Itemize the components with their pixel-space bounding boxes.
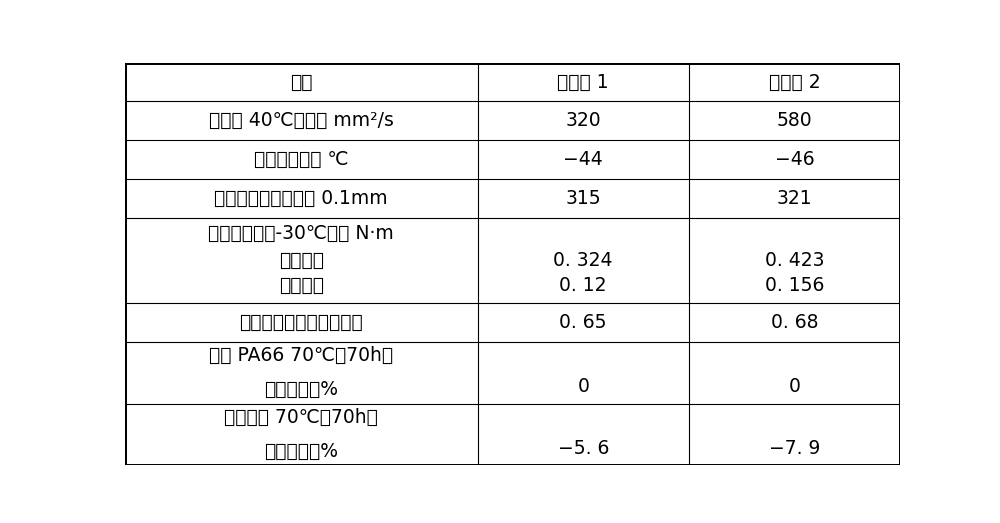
Text: 启动转矩: 启动转矩 (279, 251, 324, 270)
Text: 580: 580 (777, 111, 812, 130)
Text: 0. 324: 0. 324 (553, 251, 613, 270)
Text: 321: 321 (777, 189, 812, 208)
Text: 尼龙 PA66 70℃，70h，: 尼龙 PA66 70℃，70h， (209, 346, 393, 365)
Text: 运转转矩: 运转转矩 (279, 276, 324, 295)
Text: −44: −44 (563, 150, 603, 169)
Text: 体积变化率%: 体积变化率% (264, 442, 338, 461)
Text: 0. 12: 0. 12 (559, 276, 607, 295)
Text: 比较例 2: 比较例 2 (769, 73, 820, 92)
Text: 组分: 组分 (290, 73, 313, 92)
Text: 基础油凝点， ℃: 基础油凝点， ℃ (254, 150, 349, 169)
Text: 0: 0 (788, 377, 800, 396)
Text: −5. 6: −5. 6 (558, 439, 609, 458)
Text: 比较例 1: 比较例 1 (557, 73, 609, 92)
Text: 润滑脂转矩（-30℃）， N·m: 润滑脂转矩（-30℃）， N·m (208, 223, 394, 243)
Text: 0. 65: 0. 65 (559, 313, 607, 332)
Text: −7. 9: −7. 9 (769, 439, 820, 458)
Text: 0: 0 (577, 377, 589, 396)
Text: 0. 156: 0. 156 (765, 276, 824, 295)
Text: 基础油 40℃粘度， mm²/s: 基础油 40℃粘度， mm²/s (209, 111, 394, 130)
Text: 320: 320 (565, 111, 601, 130)
Text: 丁苯橡胶 70℃，70h，: 丁苯橡胶 70℃，70h， (224, 407, 378, 427)
Text: −46: −46 (775, 150, 814, 169)
Text: 体积变化率%: 体积变化率% (264, 380, 338, 400)
Text: 润滑脂工作锥入度， 0.1mm: 润滑脂工作锥入度， 0.1mm (214, 189, 388, 208)
Text: 315: 315 (565, 189, 601, 208)
Text: 抗磨性能，（四球机法）: 抗磨性能，（四球机法） (239, 313, 363, 332)
Text: 0. 68: 0. 68 (771, 313, 818, 332)
Text: 0. 423: 0. 423 (765, 251, 824, 270)
